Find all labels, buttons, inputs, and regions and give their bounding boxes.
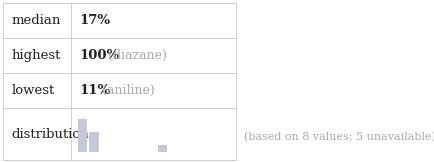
Text: 11%: 11% — [79, 84, 110, 97]
Text: 100%: 100% — [79, 49, 119, 62]
Bar — [157, 145, 166, 152]
Bar — [89, 132, 99, 152]
Bar — [78, 119, 87, 152]
Text: highest: highest — [11, 49, 60, 62]
Text: lowest: lowest — [11, 84, 54, 97]
Bar — [3, 3, 236, 160]
Text: distribution: distribution — [11, 127, 89, 140]
Text: (aniline): (aniline) — [102, 84, 154, 97]
Text: 17%: 17% — [79, 14, 110, 27]
Text: (diazane): (diazane) — [108, 49, 166, 62]
Text: median: median — [11, 14, 60, 27]
Text: (based on 8 values; 5 unavailable): (based on 8 values; 5 unavailable) — [243, 131, 434, 142]
